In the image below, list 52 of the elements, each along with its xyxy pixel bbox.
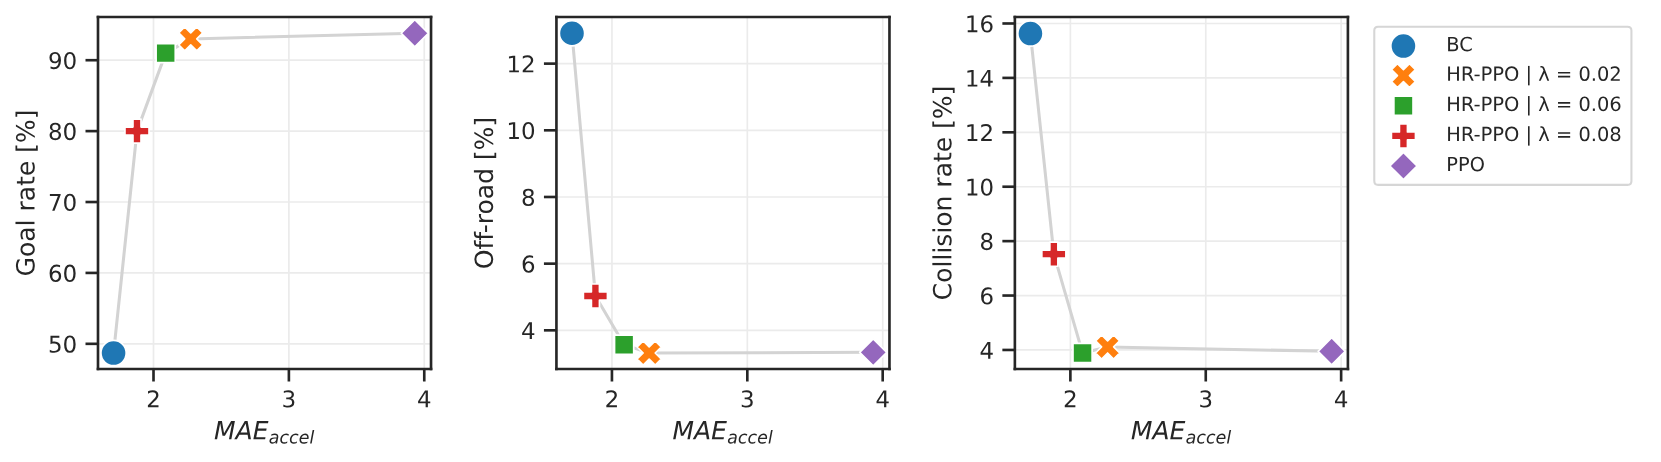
- x-tick-label: 4: [1334, 390, 1348, 408]
- point: [400, 18, 430, 48]
- point: [558, 19, 586, 47]
- y-tick-label: 12: [967, 124, 992, 142]
- y-tick-label: 70: [49, 193, 76, 212]
- point: [1094, 334, 1121, 360]
- y-tick-label: 16: [967, 15, 993, 33]
- y-tick-label: 10: [967, 178, 993, 196]
- point: [124, 118, 150, 144]
- point: [100, 339, 128, 367]
- x-tick-label: 3: [741, 390, 753, 408]
- point: [1040, 241, 1067, 268]
- point: [858, 337, 888, 367]
- legend-label: BC: [1448, 36, 1472, 52]
- x-axis-title: MAE$_{accel}$: [214, 421, 315, 444]
- y-tick-label: 80: [49, 122, 76, 141]
- y-tick-label: 50: [49, 335, 76, 353]
- y-tick-label: 10: [508, 122, 535, 140]
- y-tick-label: 8: [981, 232, 993, 251]
- legend-label: HR-PPO | λ = 0.06: [1448, 96, 1621, 116]
- x-tick-label: 4: [876, 390, 889, 408]
- legend-label: PPO: [1448, 156, 1484, 172]
- point: [613, 334, 635, 356]
- legend-label: HR-PPO | λ = 0.02: [1448, 65, 1620, 86]
- x-tick-label: 2: [606, 390, 617, 408]
- point: [636, 340, 663, 366]
- point: [177, 26, 204, 52]
- y-tick-label: 4: [980, 341, 993, 359]
- y-axis-title: Off-road [%]: [473, 118, 497, 268]
- y-tick-label: 90: [49, 51, 76, 70]
- y-tick-label: 4: [522, 322, 535, 340]
- y-tick-label: 6: [522, 255, 535, 273]
- point: [582, 283, 609, 309]
- y-axis-title: Collision rate [%]: [932, 87, 955, 299]
- point: [1016, 20, 1044, 48]
- y-tick-label: 6: [981, 287, 993, 305]
- point: [1317, 336, 1347, 366]
- x-axis-title: MAE$_{accel}$: [673, 421, 773, 444]
- x-tick-label: 2: [1064, 390, 1076, 408]
- x-axis-title: MAE$_{accel}$: [1131, 421, 1232, 444]
- x-tick-label: 2: [147, 390, 159, 408]
- y-tick-label: 12: [508, 55, 534, 73]
- x-tick-label: 3: [1200, 390, 1212, 408]
- y-tick-label: 8: [522, 188, 535, 207]
- legend-label: HR-PPO | λ = 0.08: [1448, 126, 1621, 146]
- y-tick-label: 60: [49, 264, 76, 282]
- y-axis-title: Goal rate [%]: [15, 111, 38, 276]
- point: [155, 42, 177, 64]
- x-tick-label: 4: [418, 390, 431, 408]
- x-tick-label: 3: [283, 390, 295, 408]
- y-tick-label: 14: [967, 69, 993, 87]
- point: [1072, 342, 1093, 364]
